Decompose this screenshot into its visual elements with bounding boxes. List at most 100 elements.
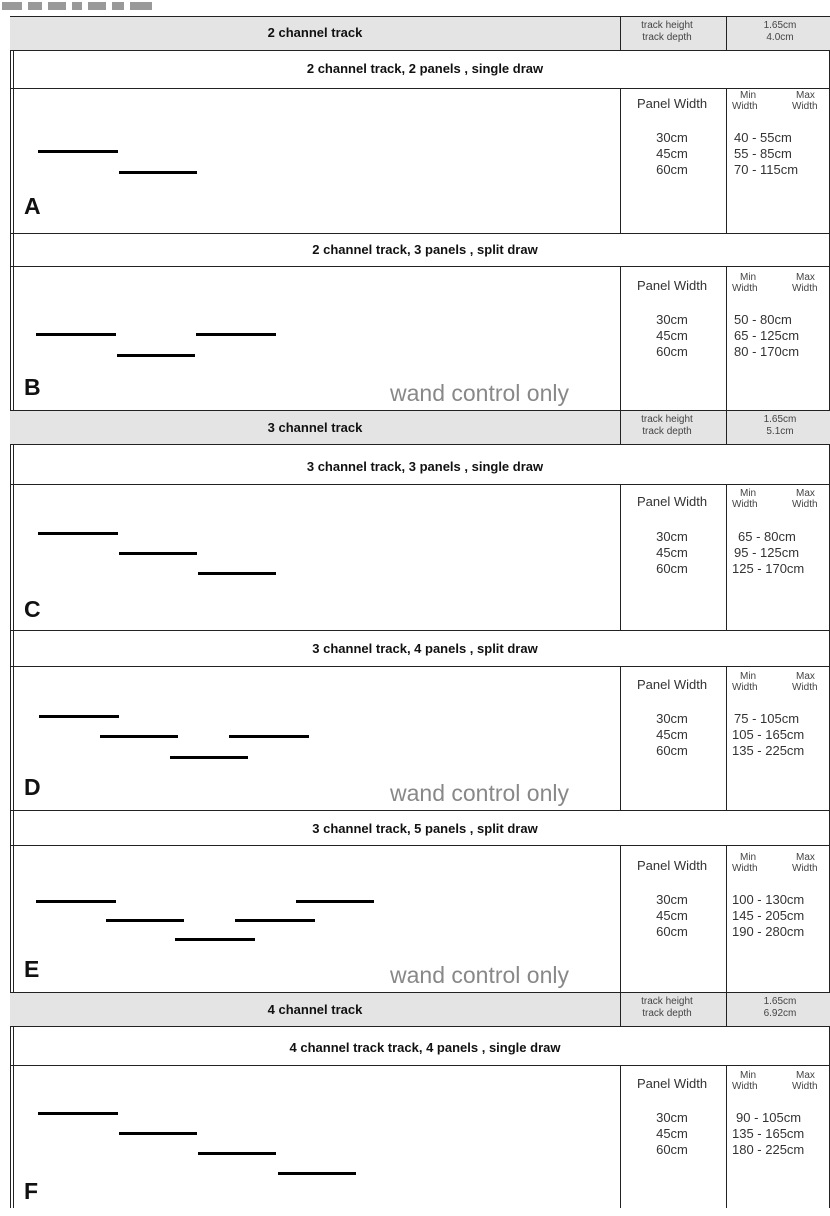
panel-width-30: 30cm <box>656 892 688 907</box>
track-height-label: track height <box>641 20 693 31</box>
panel-width-45: 45cm <box>656 328 688 343</box>
range-45: 55 - 85cm <box>734 146 792 161</box>
track-depth-label: track depth <box>642 426 692 437</box>
track-header-4-channel <box>10 992 830 1026</box>
panel-bar <box>170 756 248 759</box>
left-border <box>10 16 11 1208</box>
panel-width-header: Panel Width <box>636 96 708 111</box>
track-header-2-channel <box>10 16 830 50</box>
config-title-e: 3 channel track, 5 panels , split draw <box>312 821 538 836</box>
config-title-b: 2 channel track, 3 panels , split draw <box>312 242 538 257</box>
track-height-value: 1.65cm <box>763 414 797 425</box>
panel-width-60: 60cm <box>656 561 688 576</box>
track-depth-value: 4.0cm <box>766 32 794 43</box>
track-chart: 2 channel track track height track depth… <box>10 16 830 1216</box>
track-title: 4 channel track <box>267 1002 363 1017</box>
panel-bar <box>278 1172 356 1175</box>
panel-width-60: 60cm <box>656 924 688 939</box>
range-30: 100 - 130cm <box>732 892 805 907</box>
panel-bar <box>198 572 276 575</box>
panel-width-45: 45cm <box>656 1126 688 1141</box>
track-height-value: 1.65cm <box>763 20 797 31</box>
panel-width-60: 60cm <box>656 162 688 177</box>
range-60: 190 - 280cm <box>732 924 805 939</box>
range-60: 125 - 170cm <box>732 561 805 576</box>
panel-width-60: 60cm <box>656 743 688 758</box>
panel-width-60: 60cm <box>656 344 688 359</box>
range-30: 50 - 80cm <box>734 312 792 327</box>
config-letter-e: E <box>24 956 40 982</box>
panel-width-60: 60cm <box>656 1142 688 1157</box>
config-title-c: 3 channel track, 3 panels , single draw <box>306 459 544 474</box>
range-60: 80 - 170cm <box>734 344 800 359</box>
track-height-value: 1.65cm <box>763 996 797 1007</box>
panel-bar <box>175 938 255 941</box>
range-30: 90 - 105cm <box>736 1110 802 1125</box>
panel-width-30: 30cm <box>656 711 688 726</box>
track-header-3-channel <box>10 410 830 444</box>
panel-width-45: 45cm <box>656 908 688 923</box>
config-letter-a: A <box>24 193 41 219</box>
track-depth-value: 6.92cm <box>763 1008 797 1019</box>
panel-width-header: Panel Width <box>636 278 708 293</box>
panel-width-header: Panel Width <box>636 494 708 509</box>
panel-bar <box>38 150 118 153</box>
panel-bar <box>38 532 118 535</box>
config-title-d: 3 channel track, 4 panels , split draw <box>312 641 538 656</box>
range-60: 70 - 115cm <box>734 162 799 177</box>
panel-width-30: 30cm <box>656 1110 688 1125</box>
panel-bar <box>235 919 315 922</box>
range-60: 135 - 225cm <box>732 743 805 758</box>
panel-bar <box>119 171 197 174</box>
track-height-label: track height <box>641 996 693 1007</box>
panel-width-30: 30cm <box>656 130 688 145</box>
panel-bar <box>39 715 119 718</box>
config-letter-d: D <box>24 774 41 800</box>
config-letter-b: B <box>24 374 41 400</box>
panel-bar <box>196 333 276 336</box>
wand-control-note: wand control only <box>390 380 569 406</box>
left-border-inner <box>13 16 14 1208</box>
range-45: 65 - 125cm <box>734 328 800 343</box>
track-depth-value: 5.1cm <box>766 426 794 437</box>
wand-control-note: wand control only <box>390 780 569 806</box>
panel-width-30: 30cm <box>656 312 688 327</box>
panel-width-30: 30cm <box>656 529 688 544</box>
config-letter-f: F <box>24 1178 39 1204</box>
panel-bar <box>119 1132 197 1135</box>
range-45: 145 - 205cm <box>732 908 805 923</box>
track-title: 2 channel track <box>267 25 363 40</box>
panel-bar <box>100 735 178 738</box>
range-30: 75 - 105cm <box>734 711 800 726</box>
panel-width-header: Panel Width <box>636 677 708 692</box>
panel-bar <box>296 900 374 903</box>
panel-width-45: 45cm <box>656 146 688 161</box>
wand-control-note: wand control only <box>390 962 569 988</box>
panel-bar <box>117 354 195 357</box>
panel-bar <box>198 1152 276 1155</box>
panel-width-45: 45cm <box>656 545 688 560</box>
range-30: 40 - 55cm <box>734 130 792 145</box>
panel-bar <box>119 552 197 555</box>
track-title: 3 channel track <box>267 420 363 435</box>
range-30: 65 - 80cm <box>738 529 796 544</box>
track-depth-label: track depth <box>642 1008 692 1019</box>
panel-bar <box>106 919 184 922</box>
panel-width-45: 45cm <box>656 727 688 742</box>
track-height-label: track height <box>641 414 693 425</box>
range-60: 180 - 225cm <box>732 1142 805 1157</box>
top-cropped-strip <box>0 0 830 16</box>
panel-bar <box>36 333 116 336</box>
panel-bar <box>38 1112 118 1115</box>
range-45: 105 - 165cm <box>732 727 805 742</box>
panel-width-header: Panel Width <box>636 858 708 873</box>
config-letter-c: C <box>24 596 41 622</box>
track-depth-label: track depth <box>642 32 692 43</box>
config-title-a: 2 channel track, 2 panels , single draw <box>306 61 544 76</box>
config-title-f: 4 channel track track, 4 panels , single… <box>289 1040 561 1055</box>
range-45: 135 - 165cm <box>732 1126 805 1141</box>
range-45: 95 - 125cm <box>734 545 800 560</box>
panel-bar <box>36 900 116 903</box>
panel-width-header: Panel Width <box>636 1076 708 1091</box>
panel-bar <box>229 735 309 738</box>
